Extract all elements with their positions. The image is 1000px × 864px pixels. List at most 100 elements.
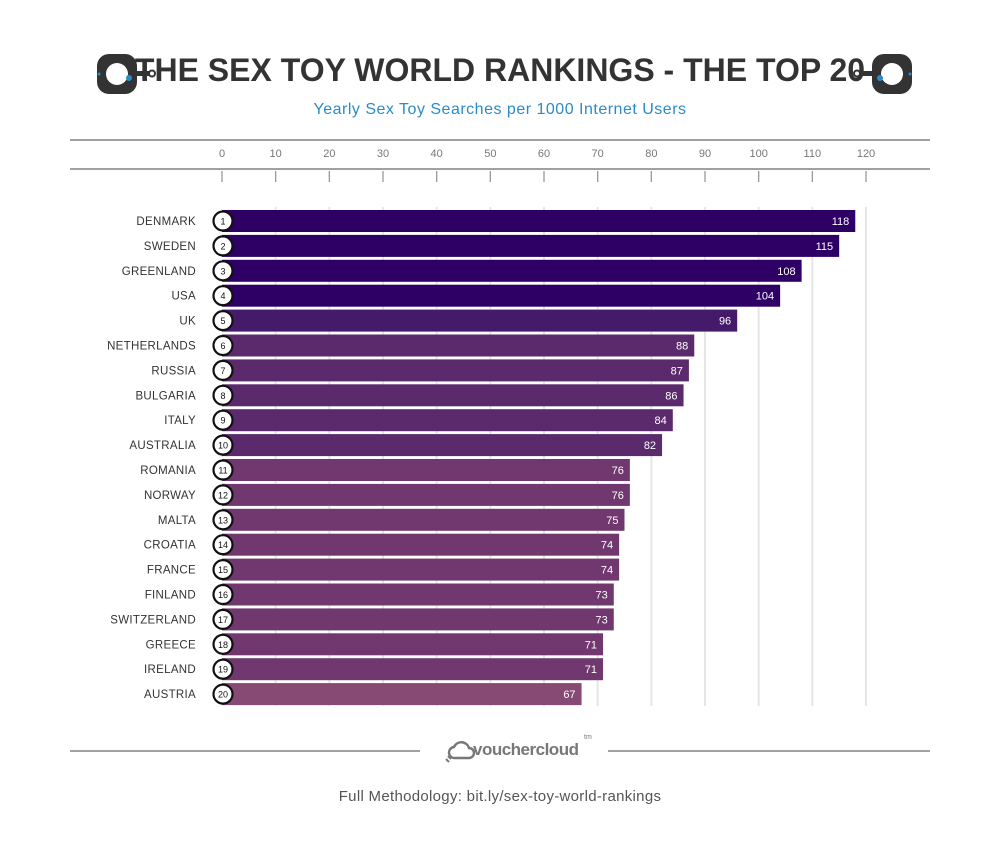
x-tick-label: 120 [856,148,876,160]
rank-badge [212,683,234,705]
x-tick-label: 50 [484,148,497,160]
x-tick-label: 110 [803,148,822,160]
bar [222,384,684,407]
bar [222,508,625,531]
rank-number: 18 [218,640,228,650]
value-label: 84 [655,415,667,427]
page-subtitle: Yearly Sex Toy Searches per 1000 Interne… [313,101,687,118]
rank-number: 15 [218,565,228,575]
rank-number: 11 [218,466,227,476]
rank-number: 6 [220,341,225,351]
bar [222,658,604,681]
x-tick-label: 20 [323,148,336,160]
bar [222,210,856,232]
bar [222,683,582,706]
axis-bottom-divider [70,168,930,170]
bar [222,558,620,581]
rank-number: 4 [220,291,225,301]
value-label: 76 [612,490,624,502]
value-label: 76 [612,465,624,477]
country-label: IRELAND [144,664,196,676]
bar [222,583,614,606]
x-tick-label: 10 [269,148,282,160]
x-tick-label: 0 [218,148,226,160]
country-label: NETHERLANDS [107,341,196,353]
handcuff-icon [853,54,912,94]
value-label: 115 [816,241,834,253]
bar [222,434,663,457]
bar [222,608,614,631]
country-label: AUSTRALIA [129,440,196,452]
value-label: 74 [601,565,613,577]
rank-badge [212,558,234,581]
axis-top-divider [70,139,930,141]
x-tick-label: 40 [430,148,443,160]
footer-divider-right [608,750,930,752]
country-label: DENMARK [136,216,196,228]
rank-badge [212,285,234,307]
rank-badge [212,633,234,655]
country-label: NORWAY [144,490,196,502]
rank-number: 10 [218,441,228,451]
value-label: 88 [676,341,688,353]
rank-number: 8 [220,391,225,401]
rank-badge [212,384,234,406]
bar [222,483,630,506]
value-label: 67 [563,689,575,701]
rank-number: 12 [218,490,228,500]
rank-badge [212,310,234,332]
rank-badge [212,235,234,257]
x-tick-label: 80 [645,148,658,160]
country-label: MALTA [158,515,196,527]
bar [222,359,689,382]
rank-number: 17 [218,615,228,625]
x-tick-label: 70 [591,148,604,160]
bar [222,234,840,257]
footer-divider-left [70,750,420,752]
value-label: 82 [644,440,656,452]
country-label: SWEDEN [144,241,196,253]
country-label: ITALY [164,415,196,427]
country-label: RUSSIA [151,365,196,377]
country-label: GREECE [146,639,196,651]
handcuff-icon [97,54,156,94]
methodology-link[interactable]: Full Methodology: bit.ly/sex-toy-world-r… [338,788,662,805]
country-label: GREENLAND [122,266,196,278]
country-label: FRANCE [147,565,196,577]
value-label: 104 [756,291,774,303]
x-tick-label: 90 [698,148,712,160]
bar [222,259,802,282]
rank-number: 1 [220,217,225,227]
country-label: BULGARIA [135,390,196,402]
rank-badge [212,608,234,631]
bar [222,409,673,432]
rank-number: 9 [220,416,225,426]
page-title: THE SEX TOY WORLD RANKINGS - THE TOP 20 [134,52,866,88]
rank-number: 16 [218,590,228,600]
bar [222,533,620,556]
bar [222,459,630,481]
cloud-icon [445,741,475,763]
value-label: 75 [606,515,618,527]
x-tick-label: 100 [749,148,768,160]
value-label: 108 [777,266,795,278]
rank-number: 3 [220,266,225,276]
bar [222,334,695,357]
country-label: USA [171,291,196,303]
rank-badge [212,260,234,282]
vouchercloud-logo: vouchercloud tm [445,734,605,766]
rank-badge [212,459,234,481]
x-tick-label: 60 [537,148,551,160]
value-label: 73 [596,590,608,602]
rank-number: 2 [220,241,225,251]
rank-badge [212,334,234,357]
value-label: 118 [832,216,850,228]
rank-badge [212,583,234,606]
rank-number: 19 [218,665,228,675]
logo-trademark: tm [584,734,592,741]
country-label: UK [179,316,196,328]
rank-badge [212,484,234,506]
rank-badge [212,658,234,680]
rank-number: 20 [218,690,228,700]
